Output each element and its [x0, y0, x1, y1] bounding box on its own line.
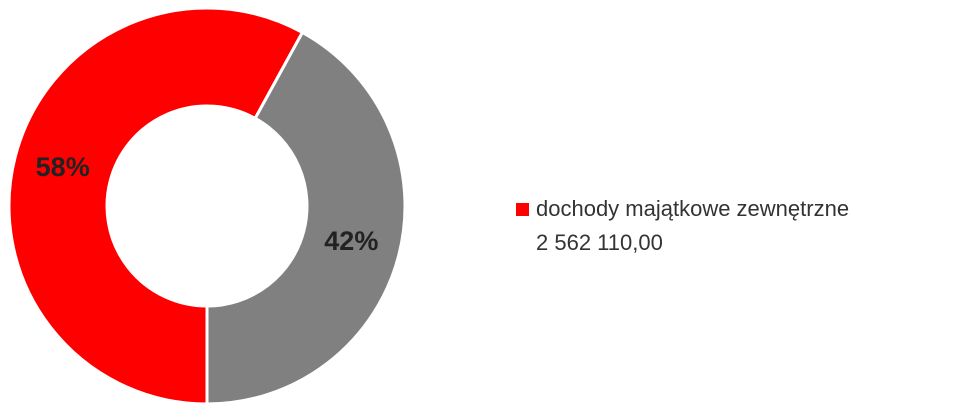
legend-swatch [516, 203, 529, 216]
legend-label: dochody majątkowe zewnętrzne [536, 196, 849, 221]
donut-slice [7, 6, 305, 404]
data-label: 58% [36, 152, 90, 182]
data-label: 42% [324, 226, 378, 256]
donut-slice [205, 30, 407, 404]
legend-amount: 2 562 110,00 [536, 230, 663, 255]
